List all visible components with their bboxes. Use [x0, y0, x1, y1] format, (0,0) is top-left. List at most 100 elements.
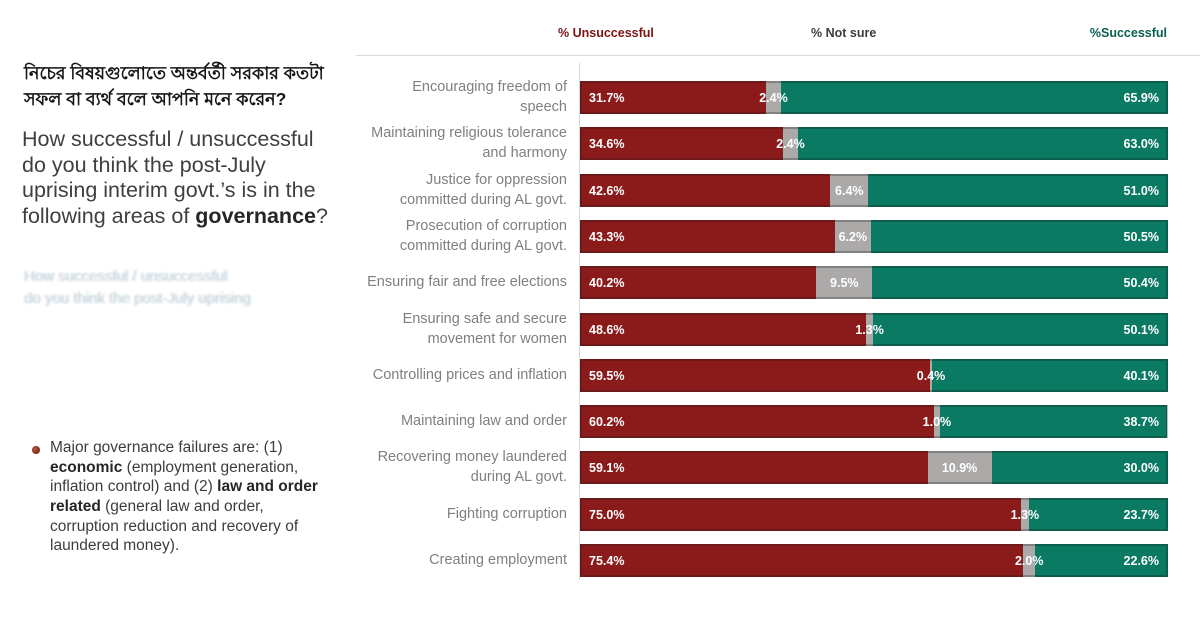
value-label-not-sure: 2.4% — [759, 90, 788, 105]
category-label: Creating employment — [429, 551, 567, 568]
value-label-not-sure: 6.4% — [835, 183, 864, 198]
value-label-unsuccessful: 40.2% — [589, 275, 625, 290]
bar-segment-successful[interactable] — [939, 405, 1168, 438]
legend-unsuccessful[interactable]: % Unsuccessful — [558, 26, 654, 40]
y-axis-line — [579, 63, 580, 580]
question-english-prefix: How successful / unsuccessful do you thi… — [22, 127, 316, 228]
bar-segment-not-sure[interactable] — [816, 266, 872, 299]
value-label-not-sure: 6.2% — [838, 229, 868, 244]
value-label-unsuccessful: 43.3% — [589, 229, 625, 244]
bar-row: 59.1% 10.9% 30.0% — [580, 451, 1168, 484]
value-label-not-sure: 2.0% — [1014, 553, 1044, 568]
bar-row: 34.6% 2.4% 63.0% — [580, 127, 1168, 160]
bar-segment-successful[interactable] — [932, 359, 1168, 392]
category-label: Encouraging freedom of speech — [412, 79, 567, 115]
header-divider-line — [356, 55, 1200, 56]
bar-row: 59.5% 0.4% 40.1% — [580, 359, 1168, 392]
value-label-successful: 23.7% — [1123, 507, 1159, 522]
value-label-successful: 50.5% — [1123, 229, 1159, 244]
category-label: Ensuring safe and secure movement for wom… — [402, 311, 567, 347]
ghost-artifact-text: How successful / unsuccessful do you thi… — [24, 266, 342, 310]
bar-segment-not-sure[interactable] — [783, 127, 798, 160]
bullet-icon — [32, 446, 40, 454]
value-label-not-sure: 0.4% — [916, 368, 946, 383]
value-label-unsuccessful: 48.6% — [589, 322, 625, 337]
value-label-not-sure: 10.9% — [941, 460, 978, 475]
legend-successful[interactable]: %Successful — [1089, 26, 1167, 40]
bar-segment-not-sure[interactable] — [865, 313, 874, 346]
bar-segment-successful[interactable] — [871, 220, 1168, 253]
category-label: Maintaining law and order — [400, 412, 567, 429]
question-english-suffix: ? — [315, 203, 328, 228]
bar-segment-successful[interactable] — [1035, 544, 1168, 577]
bar-segment-not-sure[interactable] — [1023, 544, 1036, 577]
bar-row: 75.0% 1.3% 23.7% — [580, 498, 1168, 531]
question-bengali: নিচের বিষয়গুলোতে অন্তর্বর্তী সরকার কতটা… — [24, 63, 324, 110]
category-label: Controlling prices and inflation — [372, 366, 567, 383]
bar-segment-unsuccessful[interactable] — [580, 544, 1024, 577]
category-label: Prosecution of corruption committed durin… — [399, 218, 567, 254]
value-label-successful: 51.0% — [1123, 183, 1159, 198]
bar-segment-successful[interactable] — [871, 266, 1168, 299]
bar-segment-not-sure[interactable] — [766, 81, 781, 114]
bar-segment-unsuccessful[interactable] — [580, 127, 784, 160]
note-text: Major governance failures are: (1) econo… — [50, 439, 318, 555]
value-label-successful: 65.9% — [1123, 90, 1159, 105]
bar-segment-unsuccessful[interactable] — [580, 451, 928, 484]
legend-not-sure[interactable]: % Not sure — [811, 26, 877, 40]
value-label-not-sure: 9.5% — [830, 275, 859, 290]
bar-segment-unsuccessful[interactable] — [580, 405, 934, 438]
bar-segment-unsuccessful[interactable] — [580, 313, 866, 346]
value-label-successful: 40.1% — [1123, 368, 1159, 383]
bar-row: 42.6% 6.4% 51.0% — [580, 174, 1168, 207]
bar-row: 60.2% 1.0% 38.7% — [580, 405, 1168, 438]
bar-segment-successful[interactable] — [991, 451, 1168, 484]
bar-segment-successful[interactable] — [797, 127, 1168, 160]
value-label-unsuccessful: 59.1% — [589, 460, 625, 475]
bar-segment-not-sure[interactable] — [927, 451, 992, 484]
bar-segment-not-sure[interactable] — [933, 405, 940, 438]
category-label: Fighting corruption — [446, 505, 567, 522]
bar-row: 75.4% 2.0% 22.6% — [580, 544, 1168, 577]
bar-segment-not-sure[interactable] — [834, 220, 872, 253]
ghost-line: do you think the post-July uprising — [24, 289, 251, 307]
bar-segment-unsuccessful[interactable] — [580, 220, 835, 253]
value-label-not-sure: 1.3% — [855, 322, 884, 337]
value-label-unsuccessful: 42.6% — [589, 183, 625, 198]
bar-segment-unsuccessful[interactable] — [580, 174, 831, 207]
category-label: Recovering money laundered during AL govt… — [377, 449, 567, 485]
question-english-bold-word: governance — [195, 203, 316, 228]
value-label-successful: 22.6% — [1123, 553, 1159, 568]
bar-segment-not-sure[interactable] — [830, 174, 869, 207]
value-label-unsuccessful: 75.0% — [589, 507, 625, 522]
bar-segment-not-sure[interactable] — [929, 359, 933, 392]
bar-segment-unsuccessful[interactable] — [580, 498, 1021, 531]
value-label-successful: 50.1% — [1123, 322, 1159, 337]
bar-segment-unsuccessful[interactable] — [580, 359, 930, 392]
question-english: How successful / unsuccessful do you thi… — [22, 127, 332, 229]
value-label-unsuccessful: 31.7% — [589, 90, 625, 105]
bar-segment-successful[interactable] — [780, 81, 1168, 114]
bar-segment-successful[interactable] — [868, 174, 1168, 207]
bar-segment-unsuccessful[interactable] — [580, 81, 767, 114]
value-label-successful: 38.7% — [1123, 414, 1159, 429]
value-label-unsuccessful: 75.4% — [589, 553, 625, 568]
bar-segment-successful[interactable] — [1028, 498, 1168, 531]
bar-segment-unsuccessful[interactable] — [580, 266, 817, 299]
governance-failures-note: Major governance failures are: (1) econo… — [30, 438, 330, 556]
value-label-unsuccessful: 34.6% — [589, 136, 625, 151]
value-label-not-sure: 2.4% — [776, 136, 805, 151]
value-label-not-sure: 1.0% — [922, 414, 952, 429]
value-label-successful: 50.4% — [1123, 275, 1159, 290]
category-label: Justice for oppression committed during A… — [399, 172, 567, 208]
category-label: Maintaining religious tolerance and harmo… — [371, 125, 567, 161]
bar-row: 48.6% 1.3% 50.1% — [580, 313, 1168, 346]
ghost-line: How successful / unsuccessful — [24, 268, 228, 285]
value-label-not-sure: 1.3% — [1010, 507, 1040, 522]
category-label: Ensuring fair and free elections — [367, 273, 567, 290]
value-label-unsuccessful: 60.2% — [589, 414, 625, 429]
value-label-successful: 63.0% — [1123, 136, 1159, 151]
bar-segment-successful[interactable] — [873, 313, 1168, 346]
bar-segment-not-sure[interactable] — [1021, 498, 1029, 531]
